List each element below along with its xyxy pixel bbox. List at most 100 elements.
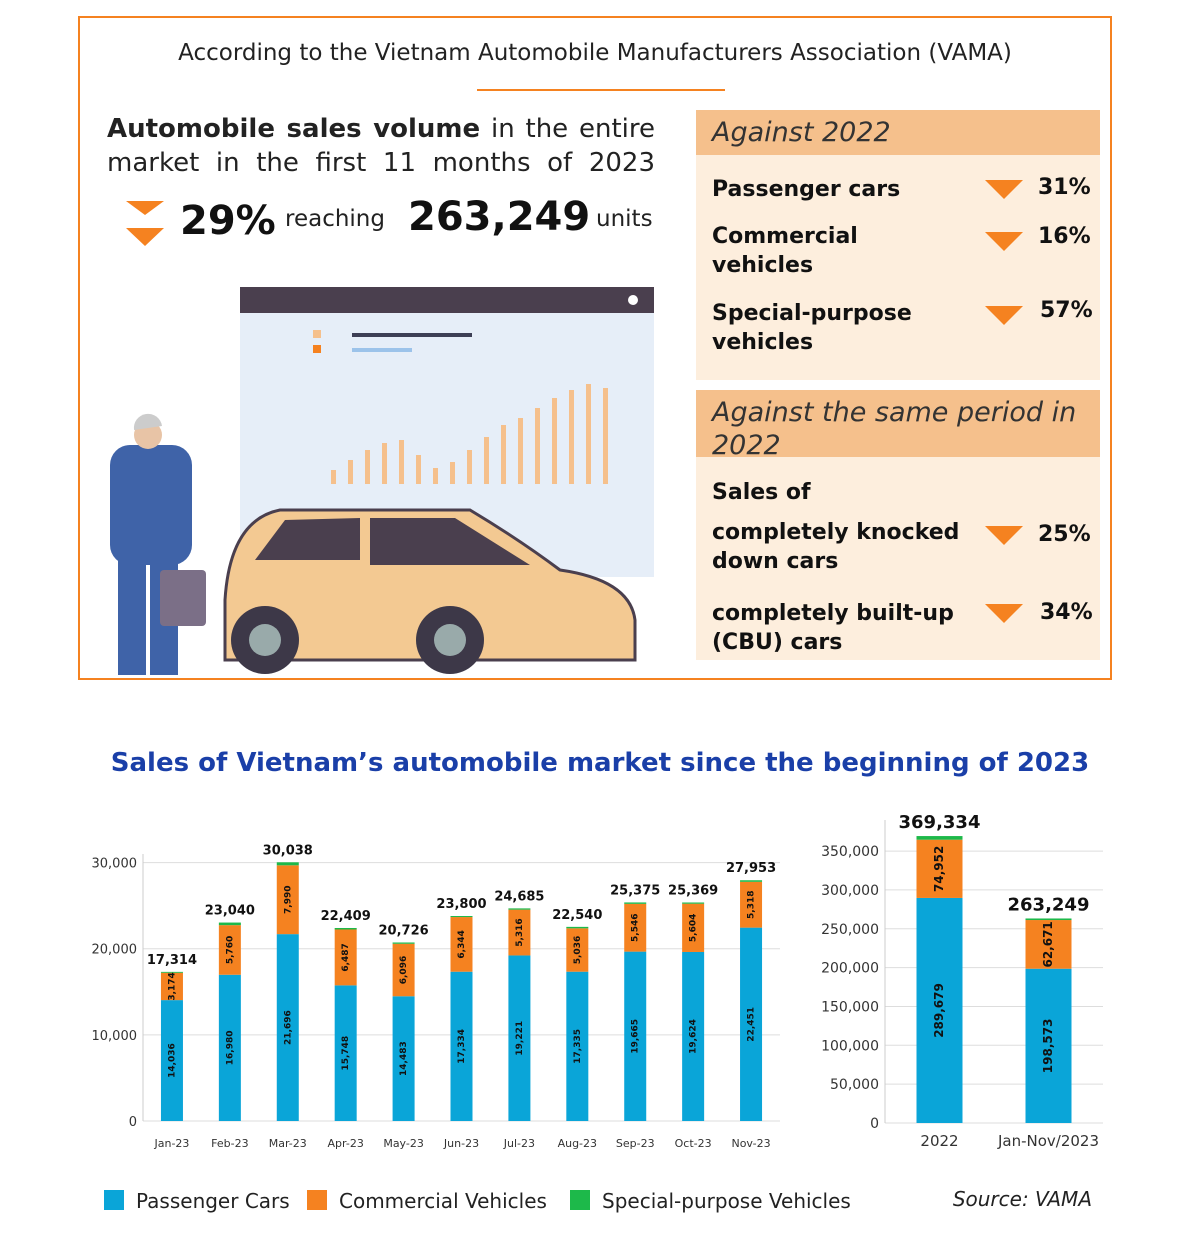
y-tick-label: 30,000 — [92, 857, 138, 872]
bar-segment — [624, 902, 647, 904]
x-tick-label: Aug-23 — [558, 1137, 597, 1150]
total-label: 369,334 — [899, 812, 981, 833]
bar-segment — [916, 839, 963, 898]
legend-label: Commercial Vehicles — [339, 1189, 547, 1213]
x-tick-label: Mar-23 — [269, 1137, 307, 1150]
bar-segment — [450, 917, 473, 972]
item-value: 25% — [1038, 522, 1091, 547]
total-label: 30,038 — [263, 843, 313, 858]
bar-segment — [508, 955, 531, 1121]
total-label: 17,314 — [147, 953, 197, 968]
summary-connector: reaching — [285, 206, 385, 232]
bar-segment — [740, 927, 763, 1121]
segment-label: 5,546 — [631, 914, 641, 942]
item-value: 57% — [1040, 298, 1093, 323]
bar-segment — [334, 985, 357, 1121]
down-arrows — [126, 201, 164, 246]
x-tick-label: May-23 — [383, 1137, 424, 1150]
bar-segment — [334, 929, 357, 986]
total-label: 22,409 — [321, 909, 371, 924]
y-tick-label: 50,000 — [830, 1077, 879, 1093]
bar-segment — [392, 996, 415, 1121]
bar-segment — [624, 903, 647, 952]
segment-label: 14,483 — [399, 1041, 409, 1076]
segment-label: 14,036 — [167, 1043, 177, 1078]
segment-label: 19,665 — [631, 1019, 641, 1054]
panel-title: Against the same period in 2022 — [696, 390, 1100, 461]
y-tick-label: 150,000 — [821, 999, 879, 1015]
item-value: 34% — [1040, 600, 1093, 625]
bar-segment — [566, 928, 589, 972]
legend-label: Special-purpose Vehicles — [602, 1189, 851, 1213]
segment-label: 5,036 — [573, 936, 583, 964]
total-label: 24,685 — [494, 889, 544, 904]
x-tick-label: Jan-Nov/2023 — [997, 1132, 1099, 1150]
x-tick-label: Apr-23 — [328, 1137, 364, 1150]
bar-segment — [740, 880, 763, 882]
segment-label: 16,980 — [225, 1031, 235, 1066]
y-tick-label: 10,000 — [92, 1029, 138, 1044]
segment-label: 289,679 — [932, 983, 946, 1038]
summary-text: in the entire market in the first 11 mon… — [107, 114, 655, 178]
item-label: Commercial vehicles — [712, 224, 858, 278]
bar-segment — [218, 922, 241, 926]
y-tick-label: 0 — [129, 1115, 137, 1130]
bar-segment — [916, 836, 963, 840]
segment-label: 5,604 — [689, 914, 699, 942]
x-tick-label: Jul-23 — [503, 1137, 535, 1150]
frame — [78, 16, 1112, 680]
summary-bold: Automobile sales volume — [107, 114, 481, 144]
bar-segment — [160, 972, 183, 1001]
bar-segment — [276, 862, 299, 866]
illustration — [110, 287, 654, 675]
item-label: Special-purpose vehicles — [712, 301, 912, 355]
total-label: 25,375 — [610, 883, 660, 898]
segment-label: 5,316 — [515, 918, 525, 946]
x-tick-label: Nov-23 — [731, 1137, 770, 1150]
item-label: completely built-up (CBU) cars — [712, 601, 954, 655]
segment-label: 74,952 — [932, 846, 946, 892]
bar-segment — [682, 902, 705, 904]
bar-segment — [160, 971, 183, 973]
charts-title: Sales of Vietnam’s automobile market sin… — [110, 748, 1090, 778]
item-value: 16% — [1038, 224, 1091, 249]
down-arrows — [985, 180, 1023, 623]
segment-label: 6,344 — [457, 930, 467, 958]
bar-segment — [392, 942, 415, 944]
bar-segment — [1025, 968, 1072, 1123]
segment-label: 6,487 — [341, 943, 351, 971]
bar-segment — [1025, 920, 1072, 969]
bar-segment — [682, 903, 705, 952]
summary-total: 263,249 — [408, 194, 591, 240]
bar-segment — [160, 1000, 183, 1121]
bar-segment — [916, 897, 963, 1123]
x-tick-label: Jan-23 — [153, 1137, 189, 1150]
total-label: 25,369 — [668, 883, 718, 898]
total-label: 20,726 — [379, 923, 429, 938]
bar-segment — [450, 916, 473, 918]
summary-unit: units — [596, 206, 653, 232]
total-label: 22,540 — [552, 908, 602, 923]
y-tick-label: 100,000 — [821, 1038, 879, 1054]
total-label: 263,249 — [1008, 894, 1090, 915]
y-tick-label: 300,000 — [821, 883, 879, 899]
segment-label: 5,318 — [747, 890, 757, 918]
segment-label: 21,696 — [283, 1010, 293, 1045]
legend-swatch — [570, 1190, 590, 1210]
segment-label: 6,096 — [399, 956, 409, 984]
segment-label: 15,748 — [341, 1036, 351, 1071]
segment-label: 198,573 — [1041, 1019, 1055, 1074]
segment-label: 7,990 — [283, 885, 293, 913]
total-label: 27,953 — [726, 861, 776, 876]
bar-segment — [566, 926, 589, 929]
y-tick-label: 20,000 — [92, 943, 138, 958]
item-label: completely knocked down cars — [712, 520, 960, 574]
bar-segment — [1025, 918, 1072, 921]
segment-label: 62,671 — [1041, 921, 1055, 967]
legend-label: Passenger Cars — [136, 1189, 290, 1213]
y-tick-label: 200,000 — [821, 961, 879, 977]
bar-segment — [566, 971, 589, 1121]
bar-segment — [334, 927, 357, 930]
y-tick-label: 250,000 — [821, 922, 879, 938]
